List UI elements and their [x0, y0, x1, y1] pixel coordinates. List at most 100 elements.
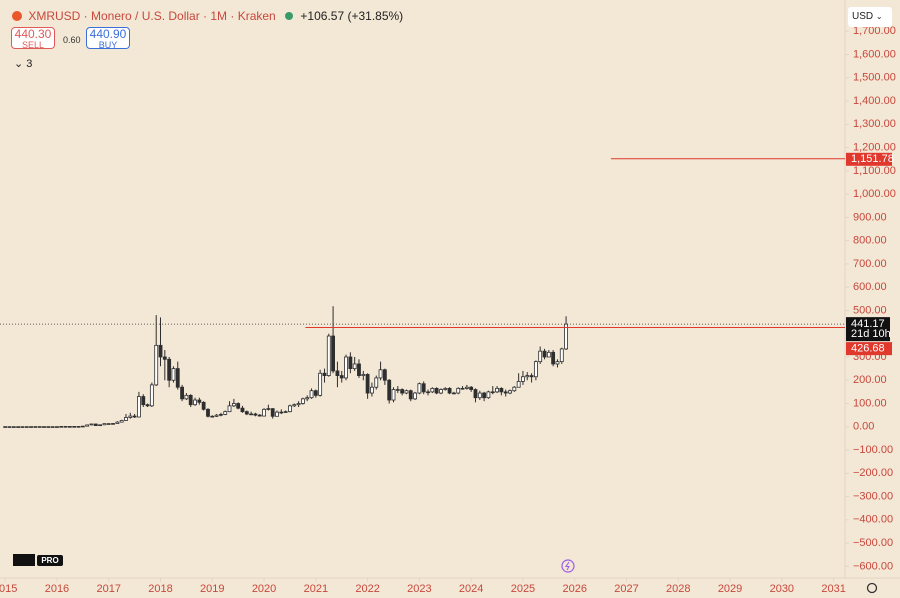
candle-body	[29, 426, 33, 428]
buy-price: 440.90	[89, 27, 127, 41]
y-tick-label: 1,200.00	[853, 141, 896, 153]
candle-body	[322, 372, 327, 376]
candle-body	[244, 411, 249, 415]
candle-body	[33, 426, 38, 428]
y-tick-label: 700.00	[853, 258, 887, 270]
y-tick-label: 1,100.00	[853, 165, 896, 177]
candle-body	[257, 414, 262, 417]
price-line-box	[846, 152, 892, 166]
y-tick-label: 200.00	[853, 374, 887, 386]
x-tick-label: 2031	[821, 583, 845, 595]
candle-body	[300, 398, 305, 404]
spread: 0.60	[63, 35, 81, 45]
candle-body	[89, 423, 94, 426]
candle-body	[331, 335, 335, 372]
y-tick-label: −400.00	[853, 514, 893, 526]
x-tick-label: 2017	[96, 583, 120, 595]
candle-body	[426, 391, 430, 394]
candle-body	[313, 390, 318, 396]
y-tick-label: 1,600.00	[853, 48, 896, 60]
currency-selector[interactable]: USD ⌄	[848, 7, 892, 27]
x-tick-label: 2024	[459, 583, 483, 595]
candle-body	[223, 411, 228, 415]
candle-body	[348, 356, 353, 370]
candle-body	[521, 376, 525, 382]
x-tick-label: 2019	[200, 583, 224, 595]
candle-body	[430, 387, 435, 393]
candle-body	[149, 384, 154, 407]
settings-icon[interactable]	[866, 582, 878, 594]
candle-body	[55, 426, 59, 428]
candle-body	[378, 369, 383, 379]
event-icon-bolt	[565, 561, 570, 571]
candle-body	[452, 392, 456, 395]
candle-body	[279, 411, 284, 414]
candle-body	[266, 408, 271, 410]
candle-body	[93, 423, 98, 427]
candle-body	[559, 348, 564, 363]
y-tick-label: −200.00	[853, 467, 893, 479]
x-tick-label: 2029	[718, 583, 742, 595]
indicators-toggle[interactable]: ⌄ 3	[14, 57, 32, 70]
y-tick-label: −100.00	[853, 444, 893, 456]
candle-body	[283, 411, 288, 413]
candle-body	[490, 391, 495, 394]
y-tick-label: 0.00	[853, 421, 874, 433]
candle-body	[456, 387, 461, 394]
candle-body	[59, 426, 64, 428]
x-tick-label: 2026	[562, 583, 586, 595]
y-tick-label: 1,000.00	[853, 188, 896, 200]
price-line-label: 426.68	[851, 343, 885, 355]
buy-button[interactable]: 440.90 BUY	[86, 27, 130, 50]
symbol-header[interactable]: XMRUSD · Monero / U.S. Dollar · 1M · Kra…	[12, 9, 403, 23]
candle-body	[184, 394, 189, 400]
candle-body	[137, 396, 141, 418]
candle-body	[158, 344, 163, 358]
candle-body	[546, 351, 551, 358]
currency: USD	[852, 11, 874, 22]
candle-body	[335, 370, 340, 376]
candle-body	[404, 390, 409, 394]
sell-button[interactable]: 440.30 SELL	[11, 27, 55, 50]
candle-body	[46, 426, 51, 428]
candle-body	[473, 389, 478, 399]
candle-body	[253, 413, 258, 416]
candle-body	[508, 390, 512, 394]
x-tick-label: 2021	[304, 583, 328, 595]
last-price-label: 441.17	[851, 318, 885, 330]
y-tick-label: −600.00	[853, 560, 893, 572]
candle-body	[227, 405, 232, 413]
candle-body	[326, 335, 331, 376]
candle-body	[154, 344, 159, 386]
candle-body	[249, 413, 254, 416]
candle-body	[469, 386, 474, 390]
candle-body	[141, 396, 146, 406]
logo-text: PRO	[41, 556, 58, 565]
candle-body	[206, 408, 210, 417]
x-tick-label: 2023	[407, 583, 431, 595]
symbol-title: XMRUSD · Monero / U.S. Dollar · 1M · Kra…	[28, 9, 276, 23]
candle-body	[98, 424, 102, 427]
candle-body	[395, 389, 400, 391]
candle-body	[370, 386, 374, 394]
candle-body	[236, 403, 241, 409]
candle-body	[538, 350, 543, 363]
event-icon[interactable]	[561, 559, 575, 573]
candle-body	[477, 392, 482, 399]
candle-body	[486, 391, 491, 399]
candle-body	[240, 407, 245, 413]
candle-body	[11, 426, 16, 428]
candle-body	[76, 426, 81, 428]
candle-body	[16, 426, 21, 428]
candle-body	[132, 415, 137, 418]
x-tick-label: 2028	[666, 583, 690, 595]
candle-body	[447, 387, 452, 394]
candle-body	[443, 387, 448, 390]
y-tick-label: 1,400.00	[853, 95, 896, 107]
y-tick-label: 1,300.00	[853, 118, 896, 130]
candle-body	[7, 426, 12, 428]
candle-body	[193, 399, 197, 406]
y-tick-label: 800.00	[853, 235, 887, 247]
last-price-box	[846, 317, 890, 342]
